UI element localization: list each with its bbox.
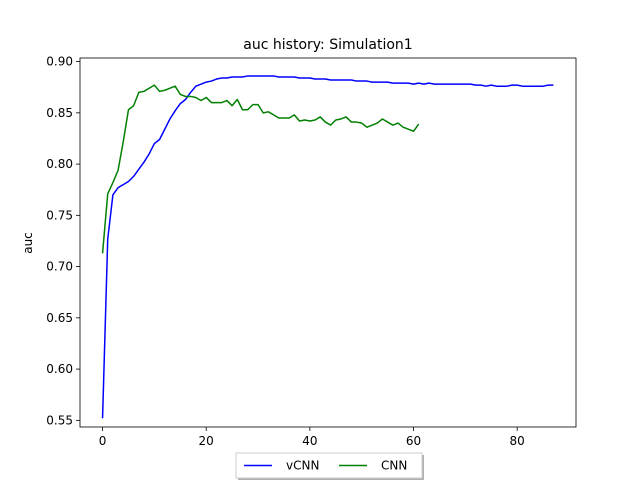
x-tick-label: 40 [302, 434, 317, 448]
legend: vCNN CNN [235, 452, 424, 480]
x-tick-label: 20 [199, 434, 214, 448]
y-tick-label: 0.60 [46, 362, 73, 376]
series-line-vcnn [101, 75, 554, 419]
legend-label-cnn: CNN [381, 459, 407, 473]
y-tick-label: 0.65 [46, 311, 73, 325]
x-tick-label: 60 [406, 434, 421, 448]
x-tick-label: 0 [99, 434, 107, 448]
y-axis-label: auc [21, 232, 35, 254]
axes-frame [79, 57, 577, 428]
y-tick-label: 0.55 [46, 413, 73, 427]
y-tick-label: 0.75 [46, 208, 73, 222]
legend-label-vcnn: vCNN [286, 459, 319, 473]
plot-area: 0 20 40 60 80 0.55 0.60 0.65 0.70 0.75 0.80 0.85 0.9… [46, 55, 577, 448]
x-tick-label: 80 [510, 434, 525, 448]
y-tick-label: 0.90 [46, 55, 73, 69]
y-tick-label: 0.85 [46, 106, 73, 120]
chart-title: auc history: Simulation1 [243, 37, 412, 53]
series-line-cnn [101, 84, 420, 254]
y-tick-label: 0.80 [46, 157, 73, 171]
y-tick-label: 0.70 [46, 260, 73, 274]
